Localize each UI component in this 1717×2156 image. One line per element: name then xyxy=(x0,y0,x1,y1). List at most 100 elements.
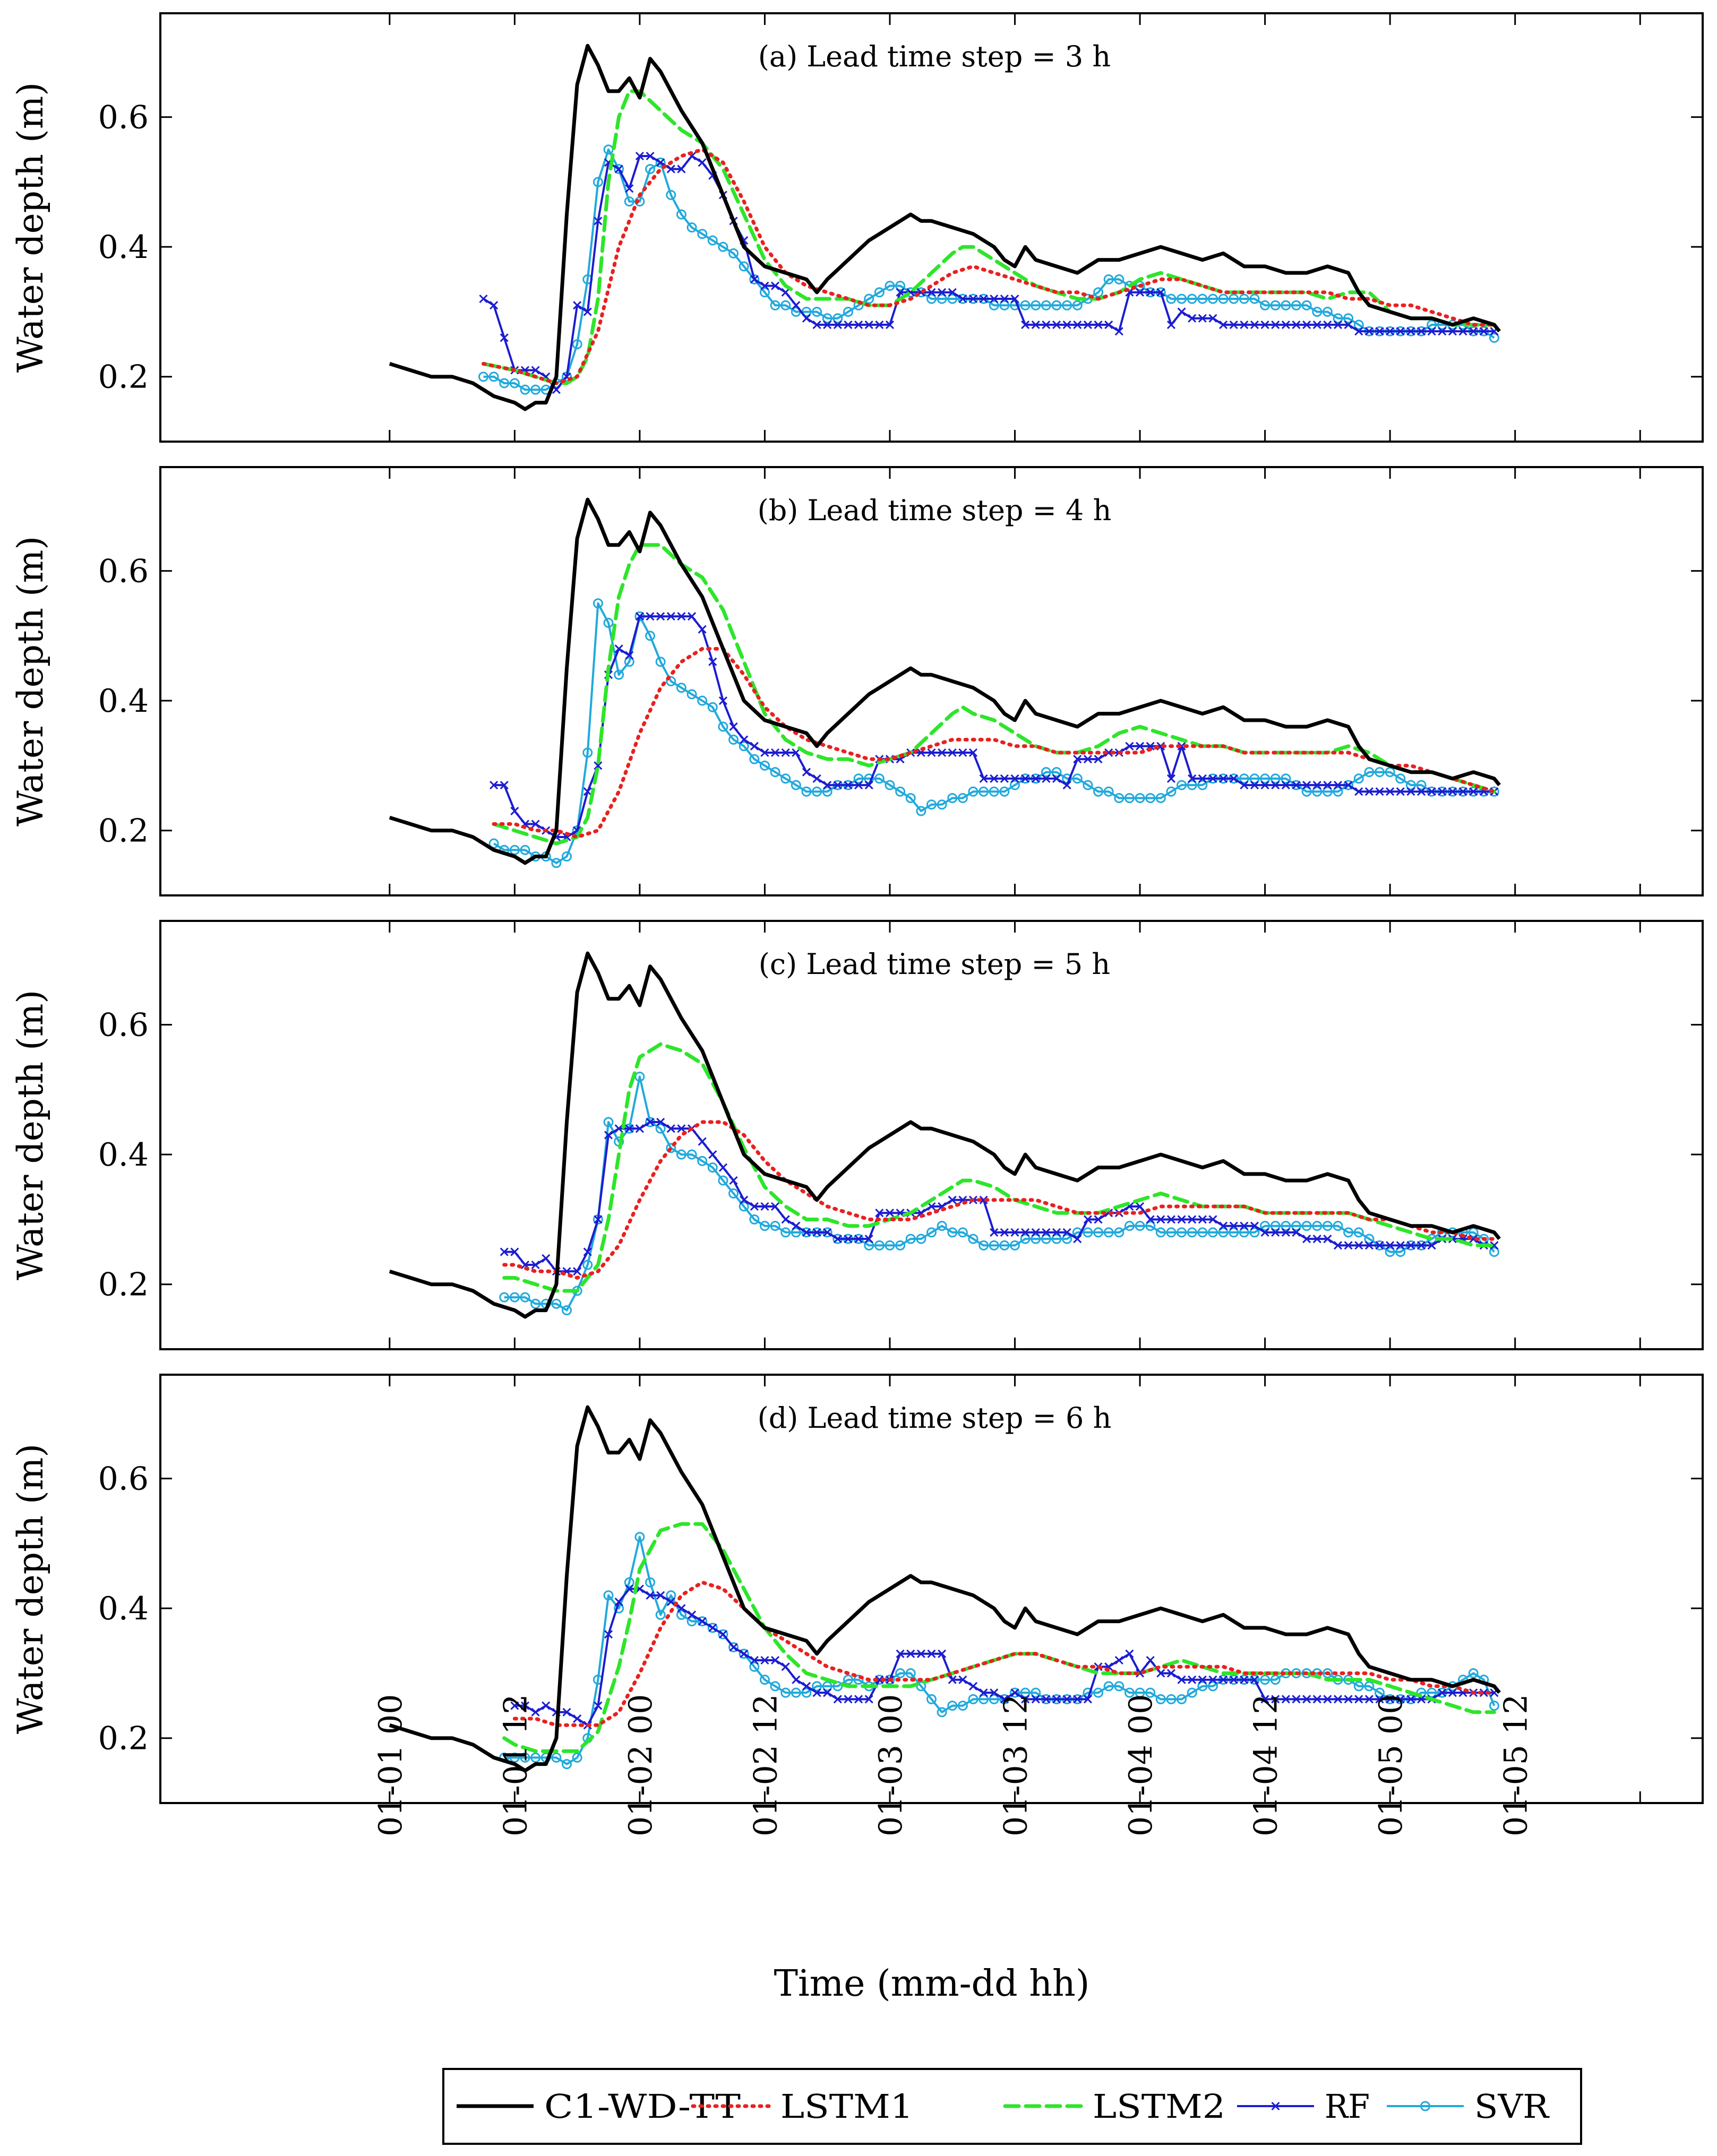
rf-point xyxy=(1219,320,1228,329)
svr-point xyxy=(624,196,634,207)
rf-point xyxy=(1292,320,1301,329)
svr-point xyxy=(812,306,822,317)
svr-point xyxy=(780,773,791,784)
svr-point xyxy=(697,229,708,239)
rf-point xyxy=(948,288,957,297)
rf-point xyxy=(1188,314,1197,323)
svr-point xyxy=(1135,1221,1145,1231)
rf-point xyxy=(1156,288,1165,297)
rf-point xyxy=(1052,320,1061,329)
rf-point xyxy=(1490,1241,1499,1250)
rf-point xyxy=(1364,1695,1373,1704)
svr-point xyxy=(707,702,718,712)
svr-point xyxy=(551,1298,562,1309)
svr-point xyxy=(697,1155,708,1166)
svr-point xyxy=(1145,1687,1156,1698)
svr-point xyxy=(509,378,520,389)
rf-point xyxy=(885,320,895,329)
svr-point xyxy=(1322,306,1333,317)
svr-point xyxy=(937,1707,947,1718)
rf-point xyxy=(1438,327,1447,336)
svr-point xyxy=(1187,780,1197,790)
svr-point xyxy=(916,1234,926,1244)
svr-point xyxy=(791,1227,801,1238)
rf-point xyxy=(1010,1688,1019,1697)
rf-point xyxy=(823,1688,832,1697)
rf-point xyxy=(729,722,738,731)
rf-point xyxy=(979,774,988,783)
svr-point xyxy=(1103,274,1114,284)
svr-point xyxy=(1135,793,1145,804)
svr-point xyxy=(666,1590,676,1601)
rf-point xyxy=(1386,1241,1395,1250)
rf-point xyxy=(740,735,749,744)
legend-item-rf: RF xyxy=(1237,2087,1370,2126)
svr-point xyxy=(1375,1687,1385,1698)
y-tick-label: 0.4 xyxy=(98,1590,149,1627)
x-tick-label: 01-01 12 xyxy=(497,1694,534,1836)
rf-point xyxy=(1333,1695,1343,1704)
rf-point xyxy=(646,151,655,161)
svr-point xyxy=(1333,786,1343,797)
chart-panel-4: 0.2 0.4 0.6 Water depth (m) (d) Lead time st… xyxy=(10,1374,1704,1804)
rf-point xyxy=(1010,774,1019,783)
svr-point xyxy=(1207,294,1218,304)
rf-point xyxy=(625,184,634,193)
rf-point xyxy=(1073,1235,1082,1244)
rf-point xyxy=(656,158,665,167)
svr-point xyxy=(1353,320,1364,330)
svr-point xyxy=(624,1577,634,1588)
svr-point xyxy=(1031,300,1041,311)
lstm2-line xyxy=(482,89,1496,385)
y-tick-label: 0.4 xyxy=(98,229,149,266)
svr-point xyxy=(1197,1227,1208,1238)
rf-point xyxy=(1406,1695,1415,1704)
series-lstm2 xyxy=(482,89,1496,385)
svr-point xyxy=(1135,1687,1145,1698)
c1-wd-tt-line xyxy=(389,951,1501,1319)
rf-point xyxy=(1000,1228,1009,1237)
svr-point xyxy=(999,786,1010,797)
x-tick-label: 01-01 00 xyxy=(372,1694,409,1836)
svr-point xyxy=(666,1143,676,1153)
series-c1-wd-tt xyxy=(389,1405,1501,1773)
rf-point xyxy=(666,1124,675,1133)
rf-point xyxy=(1229,774,1238,783)
series-svr xyxy=(488,598,1499,868)
rf-point xyxy=(750,1655,759,1665)
svr-point xyxy=(1010,1240,1020,1251)
svr-point xyxy=(634,1071,645,1082)
rf-point xyxy=(1302,781,1311,790)
svr-point xyxy=(759,1675,770,1685)
svr-point xyxy=(509,1752,520,1763)
rf-point xyxy=(1427,787,1436,796)
svr-point xyxy=(1155,1227,1166,1238)
rf-point xyxy=(1031,774,1040,783)
rf-point xyxy=(854,1695,863,1704)
plot-frame xyxy=(159,920,1704,1350)
svr-point xyxy=(1260,300,1270,311)
rf-point xyxy=(979,294,988,304)
svr-point xyxy=(1249,1227,1260,1238)
svr-point xyxy=(895,281,906,291)
svr-point xyxy=(1124,1221,1135,1231)
rf-point xyxy=(510,1247,519,1256)
rf-point xyxy=(625,1584,634,1593)
svr-point xyxy=(686,689,697,700)
rf-point xyxy=(1323,781,1332,790)
rf-point xyxy=(1219,1221,1228,1230)
svr-point xyxy=(718,1175,728,1186)
rf-point xyxy=(1302,1235,1311,1244)
svr-point xyxy=(1020,300,1031,311)
rf-point xyxy=(833,1235,842,1244)
y-tick-label: 0.6 xyxy=(98,553,149,590)
rf-point xyxy=(708,1150,717,1159)
rf-point xyxy=(1042,320,1051,329)
rf-point xyxy=(979,1195,988,1204)
svr-point xyxy=(707,1623,718,1633)
svr-point xyxy=(1333,313,1343,324)
svr-point xyxy=(1489,1701,1499,1711)
svr-point xyxy=(582,1260,593,1270)
svr-point xyxy=(1479,1234,1489,1244)
rf-point xyxy=(1052,1228,1061,1237)
